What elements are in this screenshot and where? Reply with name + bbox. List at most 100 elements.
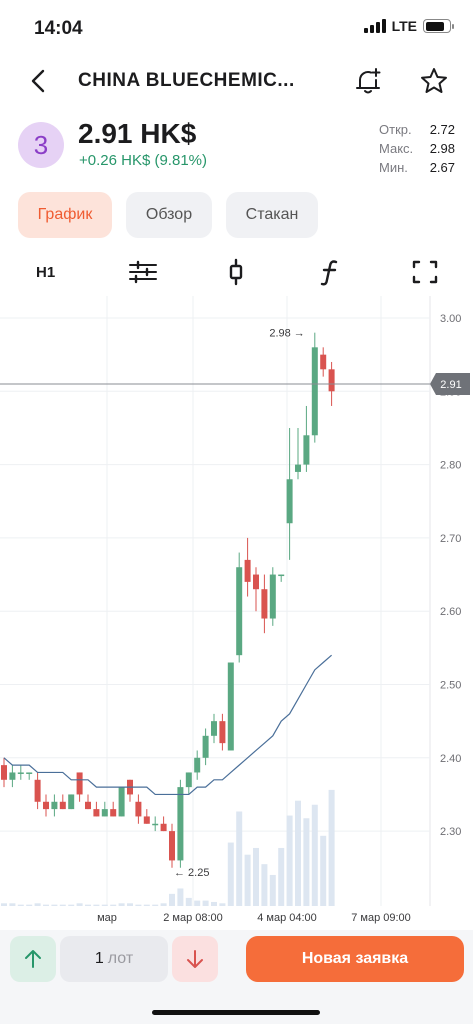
volume-bar (43, 904, 49, 906)
function-icon[interactable] (318, 258, 340, 286)
volume-bar (135, 904, 142, 906)
chevron-left-icon[interactable] (24, 66, 54, 96)
y-tick-label: 2.80 (440, 460, 461, 472)
volume-bar (110, 904, 117, 906)
candle-body (26, 772, 33, 774)
candle-body (269, 574, 276, 619)
y-tick-label: 2.40 (440, 753, 461, 765)
candle-body (152, 823, 159, 826)
candle-body (311, 347, 318, 436)
volume-bar (17, 904, 24, 906)
volume-bar (320, 835, 327, 906)
candle-body (328, 369, 335, 392)
bell-plus-icon[interactable] (352, 65, 384, 97)
status-indicators: LTE (363, 18, 454, 34)
candle-body (93, 809, 100, 817)
volume-bar (26, 904, 33, 906)
x-tick-label: 7 мар 09:00 (351, 912, 411, 924)
network-type: LTE (391, 18, 417, 34)
volume-bar (227, 842, 234, 906)
candle-body (143, 816, 150, 824)
status-time: 14:04 (34, 18, 83, 39)
volume-bar (127, 903, 133, 906)
buy-button[interactable] (10, 936, 56, 982)
current-price: 2.91 HK$ (78, 118, 197, 149)
timeframe-selector[interactable]: H1 (36, 263, 56, 281)
lot-quantity-field[interactable]: 1 лот (60, 936, 168, 982)
price-axis-area (430, 296, 473, 906)
candle-body (244, 559, 251, 582)
signal-icon (363, 19, 386, 33)
candle-body (185, 772, 192, 788)
x-tick-label: мар (97, 912, 117, 924)
lot-quantity: 1 (94, 950, 104, 967)
candle-body (261, 589, 268, 619)
y-tick-label: 2.50 (440, 680, 461, 692)
candle-body (202, 735, 209, 758)
volume-bar (101, 904, 108, 906)
stat-value: 2.67 (429, 160, 455, 175)
candle-body (278, 574, 285, 577)
stat-open: Откр. 2.72 (335, 120, 455, 139)
volume-bar (328, 789, 335, 906)
candle-body (101, 809, 108, 817)
home-indicator (152, 1010, 320, 1015)
max-price-label: 2.98 → (269, 328, 304, 340)
candle-body (169, 831, 175, 861)
candle-body (320, 354, 327, 370)
min-price-label: ← 2.25 (174, 867, 209, 879)
candle-body (194, 757, 201, 773)
candlestick-icon[interactable] (224, 258, 248, 286)
candle-body (211, 721, 217, 736)
volume-bar (219, 903, 226, 906)
candle-body (160, 823, 167, 832)
moving-average-line (3, 654, 332, 796)
volume-bar (68, 904, 75, 906)
current-price-tag (430, 372, 470, 395)
tab-overview[interactable]: Обзор (126, 192, 212, 238)
star-outline-icon[interactable] (418, 65, 450, 97)
sliders-icon[interactable] (128, 258, 158, 286)
ticker-avatar: 3 (18, 122, 64, 168)
candle-body (219, 721, 226, 744)
volume-bar (244, 854, 251, 906)
volume-bar (152, 904, 159, 906)
current-price-label: 2.91 (440, 379, 461, 391)
plot-area (0, 296, 430, 906)
tab-order-book[interactable]: Стакан (226, 192, 318, 238)
fullscreen-icon[interactable] (412, 258, 438, 286)
candle-body (303, 435, 310, 465)
volume-bar (236, 811, 243, 906)
candle-body (85, 801, 91, 810)
stat-value: 2.72 (429, 122, 455, 137)
volume-bar (34, 903, 41, 906)
candle-body (68, 794, 75, 810)
x-tick-label: 4 мар 04:00 (257, 912, 317, 924)
order-bar: 1 лот Новая заявка (0, 930, 473, 1024)
volume-bar (311, 804, 318, 906)
header: CHINA BLUECHEMIC... (0, 56, 473, 108)
battery-icon (423, 19, 454, 33)
volume-bar (85, 904, 91, 906)
stat-label: Мин. (379, 160, 408, 175)
lot-unit: лот (107, 950, 134, 967)
volume-bar (286, 815, 293, 906)
volume-bar (261, 864, 268, 906)
volume-bar (269, 874, 276, 906)
tab-bar: График Обзор Стакан (18, 192, 318, 238)
volume-bar (278, 847, 285, 906)
tab-chart[interactable]: График (18, 192, 112, 238)
volume-bar (169, 893, 175, 906)
new-order-button[interactable]: Новая заявка (246, 936, 464, 982)
candle-body (17, 772, 24, 774)
stat-high: Макс. 2.98 (335, 139, 455, 158)
battery-level (425, 21, 444, 31)
candle-body (135, 801, 142, 817)
volume-bar (160, 903, 167, 906)
sell-button[interactable] (172, 936, 218, 982)
price-stats: Откр. 2.72 Макс. 2.98 Мин. 2.67 (335, 120, 455, 177)
volume-bar (76, 903, 83, 906)
stat-label: Откр. (379, 122, 412, 137)
